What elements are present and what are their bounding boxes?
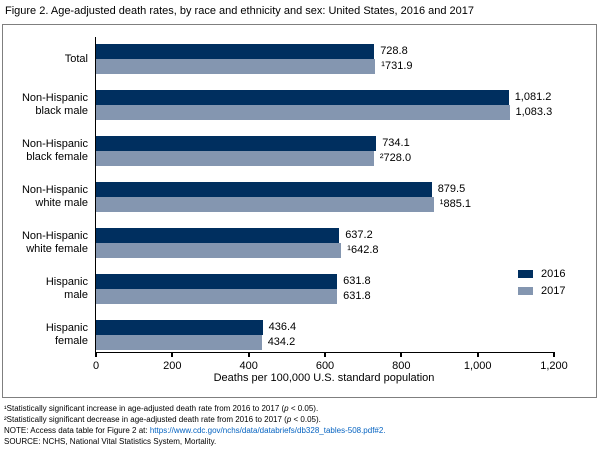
legend-label-2016: 2016 <box>541 267 566 280</box>
x-tick <box>400 352 403 357</box>
x-tick <box>171 352 174 357</box>
value-label-2017: ¹731.9 <box>381 60 413 72</box>
x-tick-label: 1,000 <box>463 360 492 372</box>
bar-2017 <box>96 289 338 304</box>
category-axis: Total Non-Hispanic black male Non-Hispanic b… <box>3 25 93 365</box>
value-label-2016: 1,081.2 <box>514 91 552 103</box>
x-axis-label: Deaths per 100,000 U.S. standard populat… <box>213 372 435 384</box>
category-label: Non-Hispanic black female <box>21 138 88 163</box>
x-tick-label: 400 <box>239 360 258 372</box>
legend-swatch-2016 <box>518 269 533 278</box>
bar-group: 728.8 ¹731.9 <box>96 44 554 74</box>
value-label-2017: ¹642.8 <box>347 244 379 256</box>
value-label-2016: 631.8 <box>343 275 371 287</box>
value-label-2016: 734.1 <box>382 137 410 149</box>
footnote-2: ²Statistically significant decrease in a… <box>4 415 321 424</box>
value-label-2016: 637.2 <box>345 229 373 241</box>
value-label-2016: 728.8 <box>380 45 408 57</box>
bar-group: 1,081.2 1,083.3 <box>96 90 554 120</box>
value-label-2016: 879.5 <box>437 183 466 195</box>
category-label: Non-Hispanic white male <box>21 184 88 209</box>
bar-group: 631.8 631.8 <box>96 274 554 304</box>
category-label: Non-Hispanic white female <box>21 230 88 255</box>
legend-swatch-2017 <box>518 286 533 295</box>
legend-entry-2017: 2017 <box>518 282 565 299</box>
legend: 2016 2017 <box>518 265 565 299</box>
category-label: Non-Hispanic black male <box>21 92 88 117</box>
bar-2017 <box>96 105 510 120</box>
bar-group: 436.4 434.2 <box>96 320 554 350</box>
value-label-2017: 1,083.3 <box>515 106 553 118</box>
bar-2016 <box>96 228 340 243</box>
bar-2017 <box>96 151 374 166</box>
x-tick-label: 1,200 <box>540 360 568 372</box>
bar-2016 <box>96 44 375 59</box>
value-label-2017: ²728.0 <box>379 152 412 164</box>
footnote-source: SOURCE: NCHS, National Vital Statistics … <box>4 437 217 446</box>
legend-label-2017: 2017 <box>541 284 566 297</box>
x-tick-label: 800 <box>392 360 411 372</box>
x-tick <box>553 352 555 357</box>
x-tick <box>95 352 97 357</box>
category-label: Hispanic female <box>45 322 88 347</box>
x-tick-label: 0 <box>92 360 100 372</box>
data-table-link[interactable]: https://www.cdc.gov/nchs/data/databriefs… <box>149 426 386 435</box>
chart-box: Total Non-Hispanic black male Non-Hispanic b… <box>2 24 597 398</box>
footnote-note: NOTE: Access data table for Figure 2 at:… <box>4 426 386 435</box>
bar-group: 637.2 ¹642.8 <box>96 228 554 258</box>
bar-2016 <box>96 320 263 335</box>
bar-2016 <box>96 90 509 105</box>
value-label-2017: 434.2 <box>267 336 296 348</box>
bar-2016 <box>96 182 432 197</box>
footnote-1: ¹Statistically significant increase in a… <box>4 404 319 413</box>
bar-2017 <box>96 59 376 74</box>
legend-entry-2016: 2016 <box>518 265 565 282</box>
x-tick-label: 200 <box>163 360 182 372</box>
bar-2016 <box>96 274 338 289</box>
bar-group: 879.5 ¹885.1 <box>96 182 554 212</box>
bar-2017 <box>96 197 434 212</box>
value-label-2017: ¹885.1 <box>439 198 471 210</box>
x-tick-label: 600 <box>315 360 335 372</box>
bar-2017 <box>96 243 342 258</box>
bar-2016 <box>96 136 377 151</box>
plot-area: 728.8 ¹731.9 1,081.2 1,083.3 734.1 ²728.0 879.… <box>93 37 568 372</box>
category-label: Total <box>64 52 88 65</box>
x-tick <box>247 352 250 357</box>
x-tick <box>476 352 479 357</box>
category-label: Hispanic male <box>45 276 88 301</box>
bar-group: 734.1 ²728.0 <box>96 136 554 166</box>
x-tick <box>324 352 326 357</box>
value-label-2017: 631.8 <box>343 290 371 302</box>
figure-title: Figure 2. Age-adjusted death rates, by r… <box>5 5 475 17</box>
value-label-2016: 436.4 <box>268 321 297 333</box>
footnotes: ¹Statistically significant increase in a… <box>4 403 386 447</box>
bar-2017 <box>96 335 262 350</box>
